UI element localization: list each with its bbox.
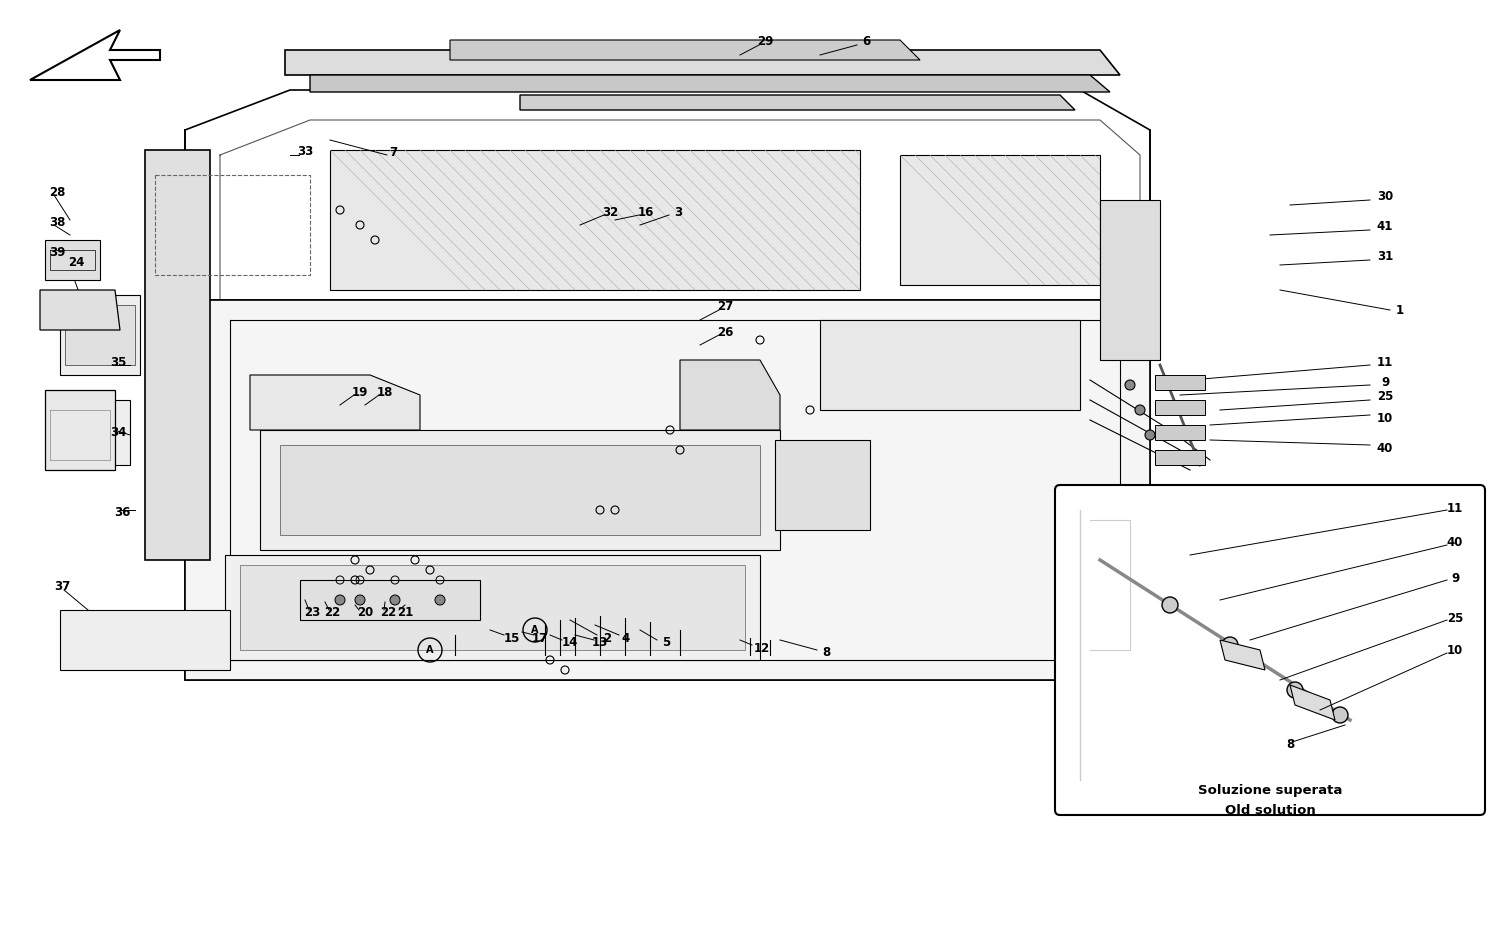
Polygon shape [821,320,1080,410]
Text: 28: 28 [50,185,64,199]
Text: 31: 31 [1377,251,1394,264]
Text: 26: 26 [717,325,734,339]
Text: 37: 37 [54,581,70,593]
Polygon shape [330,150,860,290]
Text: 29: 29 [758,36,772,48]
Text: 32: 32 [602,205,618,219]
Polygon shape [310,75,1110,92]
Polygon shape [280,445,760,535]
Polygon shape [64,305,135,365]
Polygon shape [260,430,780,550]
Text: 38: 38 [50,216,64,229]
Polygon shape [146,150,210,560]
Text: 5: 5 [662,637,670,650]
Polygon shape [40,290,120,330]
Text: 19: 19 [352,386,368,398]
Polygon shape [900,155,1100,285]
Text: 33: 33 [297,146,314,159]
Text: 34: 34 [110,427,126,440]
Text: 25: 25 [1377,391,1394,404]
Text: 39: 39 [50,246,64,258]
Polygon shape [251,375,420,430]
Polygon shape [520,95,1076,110]
Text: 8: 8 [1286,739,1294,751]
Polygon shape [1100,200,1160,360]
Text: 16: 16 [638,205,654,219]
Text: 11: 11 [1448,501,1462,515]
Polygon shape [450,40,920,60]
Text: 9: 9 [1450,571,1460,585]
Polygon shape [776,440,870,530]
Text: 9: 9 [1382,376,1389,389]
Text: 20: 20 [357,606,374,620]
Circle shape [1162,597,1178,613]
Text: 12: 12 [754,641,770,655]
Text: Soluzione superata: Soluzione superata [1198,783,1342,797]
Text: 10: 10 [1377,412,1394,425]
Text: 41: 41 [1377,220,1394,234]
Text: 35: 35 [110,356,126,369]
Text: 22: 22 [380,606,396,620]
Text: 18: 18 [376,386,393,398]
Polygon shape [225,555,760,660]
Circle shape [334,595,345,605]
Polygon shape [184,300,1150,680]
Circle shape [1136,405,1144,415]
Text: A: A [426,645,433,655]
Circle shape [1287,682,1304,698]
Polygon shape [300,580,480,620]
Text: 13: 13 [592,637,608,650]
Text: 27: 27 [717,301,734,313]
Text: 23: 23 [304,606,320,620]
Text: 30: 30 [1377,190,1394,203]
Text: 15: 15 [504,632,520,644]
Polygon shape [45,240,100,280]
Text: 17: 17 [532,632,548,644]
Text: 3: 3 [674,205,682,219]
Text: 8: 8 [822,646,830,659]
Circle shape [356,595,364,605]
Text: 1: 1 [1396,304,1404,317]
Text: 10: 10 [1448,644,1462,657]
Text: 40: 40 [1448,536,1462,550]
Polygon shape [1155,375,1204,390]
Text: Old solution: Old solution [1224,803,1316,816]
Text: 6: 6 [862,36,870,48]
Polygon shape [1155,425,1204,440]
Text: 7: 7 [388,147,398,160]
Text: 24: 24 [68,255,84,269]
Polygon shape [45,390,116,470]
Text: 2: 2 [603,632,610,644]
Polygon shape [1290,685,1335,720]
Text: 4: 4 [622,632,630,644]
Polygon shape [285,50,1120,75]
Polygon shape [1155,400,1204,415]
Text: 25: 25 [1448,611,1462,624]
Circle shape [435,595,445,605]
Polygon shape [30,30,160,80]
Polygon shape [1155,450,1204,465]
Polygon shape [1220,640,1264,670]
Polygon shape [60,400,130,465]
FancyBboxPatch shape [1054,485,1485,815]
Text: 22: 22 [324,606,340,620]
Polygon shape [680,360,780,430]
Text: 14: 14 [562,637,578,650]
Polygon shape [240,565,746,650]
Circle shape [1125,380,1136,390]
Text: A: A [531,625,538,635]
Polygon shape [60,610,229,670]
Circle shape [1222,637,1238,653]
Polygon shape [60,295,140,375]
Circle shape [1332,707,1348,723]
Text: 11: 11 [1377,356,1394,369]
Circle shape [390,595,400,605]
Circle shape [1144,430,1155,440]
Text: 36: 36 [114,506,130,519]
Text: 40: 40 [1377,442,1394,454]
Text: 21: 21 [398,606,412,620]
